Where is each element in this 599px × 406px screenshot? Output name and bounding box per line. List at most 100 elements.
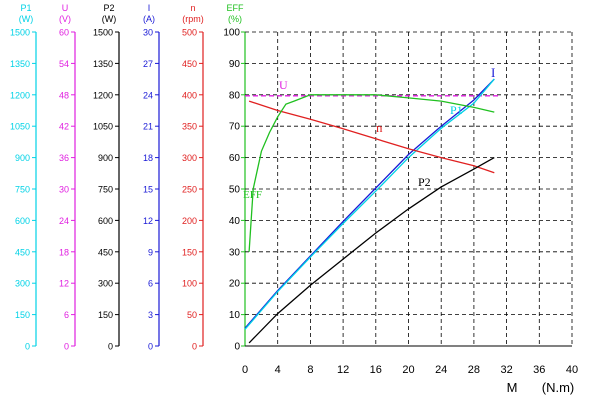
series-p2: P2	[248, 157, 495, 344]
y-axis-name-eff: EFF	[227, 3, 245, 13]
y-tick-label: 750	[15, 185, 30, 195]
y-tick-label: 100	[182, 279, 197, 289]
y-tick-label: 6	[148, 279, 153, 289]
y-axis-unit-eff: (%)	[228, 14, 242, 24]
y-axis-p1: P1(W) 0 150 300 450 600 750 900 1050 1200 1350 1500	[10, 3, 37, 352]
y-tick-label: 24	[143, 90, 153, 100]
y-tick-label: 3	[148, 310, 153, 320]
y-tick-label: 27	[143, 59, 153, 69]
y-tick-label: 500	[182, 28, 197, 38]
series-n: n	[248, 100, 495, 174]
y-axis-p2: P2(W) 0 150 300 450 600 750 900 1050 1200 1350 1500	[93, 3, 120, 352]
y-tick-label: 1500	[10, 28, 30, 38]
y-tick-label: 1050	[10, 122, 30, 132]
x-tick-label: 36	[533, 364, 545, 376]
y-tick-label: 1350	[93, 59, 113, 69]
x-axis-unit: (N.m)	[542, 380, 575, 395]
y-tick-label: 50	[229, 185, 241, 196]
y-tick-label: 1050	[93, 122, 113, 132]
series-p1: P1	[244, 78, 495, 330]
y-tick-label: 450	[182, 59, 197, 69]
y-tick-label: 18	[59, 247, 69, 257]
y-tick-label: 0	[148, 342, 153, 352]
x-tick-label: 40	[566, 364, 578, 376]
x-tick-label: 0	[242, 364, 248, 376]
y-tick-label: 15	[143, 185, 153, 195]
series-label-i: I	[491, 65, 495, 80]
y-tick-label: 18	[143, 153, 153, 163]
y-tick-label: 9	[148, 247, 153, 257]
y-tick-label: 300	[15, 279, 30, 289]
y-tick-label: 900	[98, 153, 113, 163]
y-tick-label: 450	[15, 247, 30, 257]
series-label-n: n	[376, 120, 383, 135]
y-tick-label: 750	[98, 185, 113, 195]
x-tick-label: 28	[468, 364, 480, 376]
y-axis-unit-p1: (W)	[19, 14, 34, 24]
y-tick-label: 300	[182, 153, 197, 163]
series-line-p2	[248, 157, 495, 344]
y-tick-label: 60	[229, 153, 241, 164]
y-axis-unit-n: (rpm)	[182, 14, 204, 24]
y-tick-label: 80	[229, 90, 241, 101]
series-u: U	[244, 78, 499, 97]
y-axis-name-p2: P2	[103, 3, 114, 13]
x-tick-label: 20	[402, 364, 414, 376]
y-axis-unit-p2: (W)	[102, 14, 117, 24]
y-axis-unit-u: (V)	[59, 14, 71, 24]
x-tick-label: 24	[435, 364, 447, 376]
y-tick-label: 150	[15, 310, 30, 320]
y-axis-unit-i: (A)	[143, 14, 155, 24]
y-axis-n: n(rpm) 0 50 100 150 200 250 300 350 400 450 500	[182, 3, 204, 352]
y-tick-label: 300	[98, 279, 113, 289]
series-eff: EFF	[243, 94, 495, 252]
y-tick-label: 0	[192, 342, 197, 352]
y-tick-label: 48	[59, 90, 69, 100]
y-axis-i: I(A) 0 3 6 9 12 15 18 21 24 27 30	[143, 3, 160, 352]
y-tick-label: 24	[59, 216, 69, 226]
y-tick-label: 30	[229, 247, 241, 258]
x-tick-label: 8	[307, 364, 313, 376]
y-tick-label: 1500	[93, 28, 113, 38]
y-axes-group: P1(W)01503004506007509001050120013501500…	[10, 3, 246, 353]
x-axis-label: M	[507, 380, 518, 395]
y-axis-name-n: n	[190, 3, 195, 13]
y-tick-label: 450	[98, 247, 113, 257]
x-axis-group: 0 4 8 12 16 20 24 28 32 36 40 M (N.m)	[242, 345, 578, 395]
y-axis-eff: EFF(%) 0 10 20 30 40 50 60 70 80 90 100	[223, 3, 246, 353]
x-tick-label: 16	[370, 364, 382, 376]
y-tick-label: 250	[182, 185, 197, 195]
series-label-p1: P1	[450, 103, 463, 117]
y-tick-label: 60	[59, 28, 69, 38]
y-tick-label: 150	[182, 247, 197, 257]
y-tick-label: 150	[98, 310, 113, 320]
y-tick-label: 400	[182, 90, 197, 100]
series-label-eff: EFF	[243, 189, 262, 201]
y-tick-label: 0	[108, 342, 113, 352]
y-tick-label: 200	[182, 216, 197, 226]
y-tick-label: 0	[25, 342, 30, 352]
y-tick-label: 50	[187, 310, 197, 320]
y-tick-label: 90	[229, 59, 241, 70]
x-tick-label: 4	[275, 364, 281, 376]
y-tick-label: 1350	[10, 59, 30, 69]
y-axis-name-u: U	[62, 3, 69, 13]
series-line-eff	[248, 94, 495, 252]
y-tick-label: 54	[59, 59, 69, 69]
x-tick-label: 12	[337, 364, 349, 376]
series-label-u: U	[279, 78, 288, 92]
y-tick-label: 40	[229, 216, 241, 227]
y-tick-label: 10	[229, 310, 241, 321]
series-label-p2: P2	[418, 175, 431, 189]
series-group: U I P1 n P2 EFF	[243, 65, 499, 344]
y-axis-name-i: I	[148, 3, 151, 13]
y-tick-label: 70	[229, 122, 241, 133]
y-tick-label: 900	[15, 153, 30, 163]
y-tick-label: 30	[143, 28, 153, 38]
y-tick-label: 12	[59, 279, 69, 289]
y-tick-label: 1200	[93, 90, 113, 100]
y-tick-label: 1200	[10, 90, 30, 100]
y-tick-label: 12	[143, 216, 153, 226]
y-tick-label: 600	[98, 216, 113, 226]
